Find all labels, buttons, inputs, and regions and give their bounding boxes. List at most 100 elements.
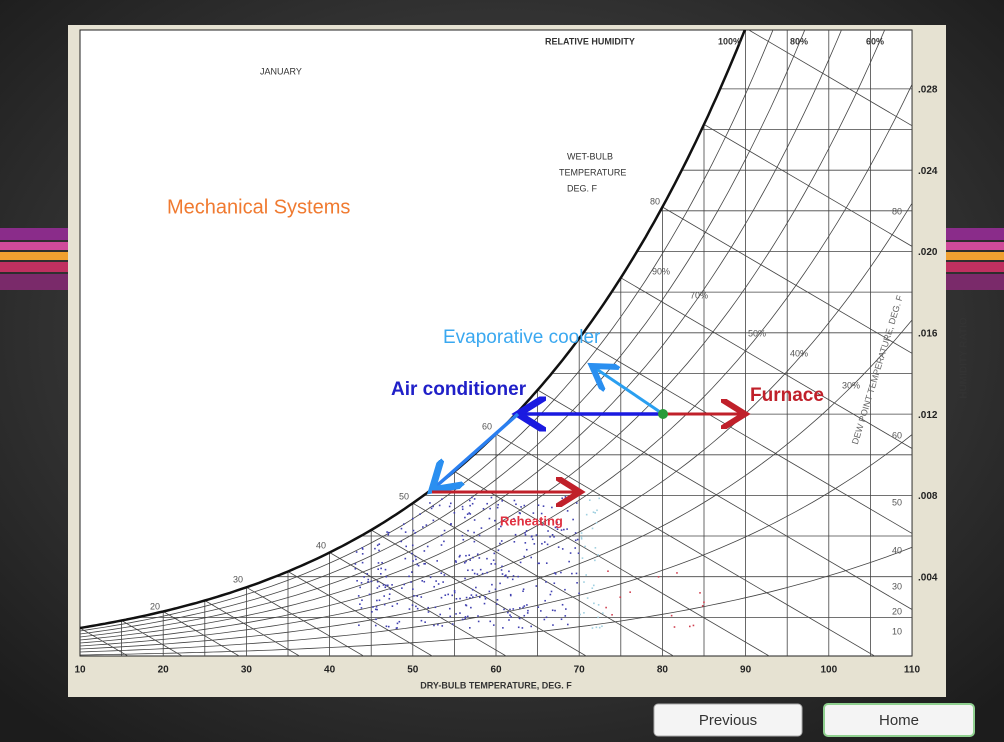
data-dot	[377, 562, 380, 564]
data-dot	[359, 603, 361, 605]
wet-bulb-line	[703, 124, 912, 247]
data-dot	[519, 607, 521, 609]
dew-point-label: 60	[892, 430, 902, 440]
data-dot	[408, 608, 411, 610]
data-dot	[354, 563, 357, 565]
data-dot	[560, 529, 563, 531]
data-dot	[526, 612, 529, 614]
data-dot	[580, 537, 583, 540]
data-dot	[427, 611, 430, 613]
home-button-bg[interactable]	[823, 703, 975, 737]
data-dot	[491, 583, 493, 586]
data-dot	[581, 557, 584, 559]
data-dot	[448, 607, 451, 610]
data-dot	[512, 575, 515, 577]
data-dot	[492, 624, 495, 626]
y-tick-label: .028	[918, 85, 938, 96]
data-dot	[489, 507, 491, 510]
stripes	[0, 228, 1004, 290]
x-axis-title: DRY-BULB TEMPERATURE, DEG. F	[420, 680, 572, 690]
data-dot	[459, 554, 461, 557]
wet-bulb-label: 80	[650, 196, 660, 206]
data-dot	[472, 556, 474, 559]
home-button-label[interactable]: Home	[879, 712, 919, 729]
data-dot	[378, 543, 381, 545]
data-dot	[458, 555, 461, 558]
ac-down-arrow	[432, 412, 520, 490]
data-dot	[513, 517, 515, 520]
ac-label: Air conditioner	[391, 379, 527, 400]
data-dot	[385, 584, 387, 587]
data-dot	[549, 593, 552, 596]
data-dot	[537, 504, 540, 507]
data-dot	[417, 564, 420, 567]
data-dot	[595, 626, 598, 629]
data-dot	[565, 608, 567, 610]
data-dot	[396, 602, 399, 605]
data-dot	[357, 595, 360, 597]
data-points	[354, 496, 705, 629]
data-dot	[462, 538, 465, 541]
data-dot	[509, 608, 511, 611]
data-dot	[517, 626, 520, 629]
data-dot	[583, 612, 585, 614]
data-dot	[464, 617, 467, 620]
data-dot	[576, 538, 579, 541]
data-dot	[388, 531, 390, 534]
data-dot	[561, 548, 564, 550]
data-dot	[412, 529, 415, 532]
data-dot	[415, 605, 417, 608]
data-dot	[416, 607, 419, 610]
data-dot	[601, 625, 603, 628]
data-dot	[461, 505, 464, 508]
data-dot	[466, 513, 469, 515]
data-dot	[370, 580, 373, 583]
y-tick-label: .008	[918, 491, 938, 502]
data-dot	[380, 567, 382, 570]
rh-curve	[80, 30, 842, 638]
data-dot	[554, 526, 557, 529]
data-dot	[473, 498, 476, 500]
y-tick-label: .020	[918, 247, 938, 258]
data-dot	[447, 593, 450, 596]
data-dot	[451, 623, 454, 625]
data-dot	[376, 608, 378, 611]
data-dot	[473, 531, 475, 534]
data-dot	[586, 597, 589, 599]
data-dot	[546, 543, 549, 546]
rh-curve-label: 90%	[652, 266, 670, 276]
data-dot	[550, 590, 553, 593]
data-dot	[580, 532, 583, 534]
data-dot	[566, 510, 569, 512]
data-dot	[472, 596, 474, 598]
data-dot	[597, 616, 599, 619]
data-dot	[532, 512, 535, 514]
previous-button-bg[interactable]	[653, 703, 803, 737]
wet-bulb-label: 40	[316, 540, 326, 550]
wet-bulb-line	[204, 600, 301, 656]
furnace-label: Furnace	[750, 385, 824, 406]
data-dot	[425, 524, 428, 526]
previous-button-label[interactable]: Previous	[699, 712, 757, 729]
reheating-label: Reheating	[500, 513, 563, 528]
evaporative-label: Evaporative cooler	[443, 327, 601, 348]
data-dot	[384, 568, 387, 571]
data-dot	[501, 573, 504, 575]
data-dot	[564, 588, 566, 591]
wet-bulb-line	[162, 611, 240, 656]
data-dot	[455, 561, 457, 563]
data-dot	[486, 502, 488, 505]
rh-curve	[80, 319, 912, 650]
data-dot	[385, 575, 388, 578]
wet-bulb-line	[121, 620, 183, 656]
data-dot	[453, 511, 456, 514]
rh-curve	[80, 30, 774, 632]
data-dot	[464, 577, 466, 580]
wet-bulb-label: 50	[399, 491, 409, 501]
home-button[interactable]: Home	[823, 703, 975, 737]
data-dot	[545, 616, 548, 619]
data-dot	[389, 588, 392, 590]
data-dot	[594, 547, 597, 549]
previous-button[interactable]: Previous	[653, 703, 803, 737]
data-dot	[563, 528, 565, 531]
